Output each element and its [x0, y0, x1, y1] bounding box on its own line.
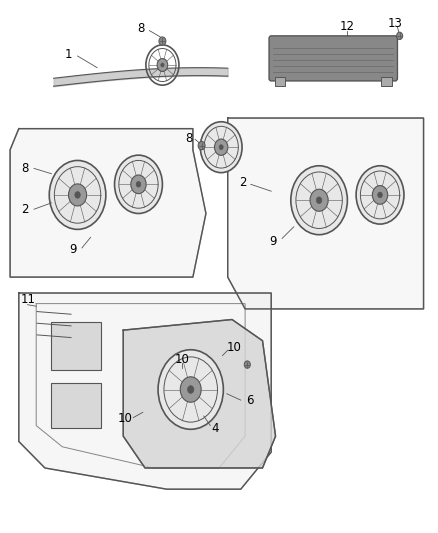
Text: 8: 8 [185, 132, 192, 144]
Circle shape [198, 141, 205, 150]
Circle shape [372, 185, 388, 204]
Circle shape [187, 386, 194, 393]
Text: 13: 13 [388, 17, 403, 30]
Circle shape [180, 377, 201, 402]
Circle shape [291, 166, 347, 235]
Text: 11: 11 [21, 293, 36, 306]
Text: 9: 9 [270, 235, 277, 247]
Circle shape [356, 166, 404, 224]
Bar [51, 383, 102, 428]
Circle shape [68, 184, 87, 206]
Bar [381, 77, 392, 86]
Text: 2: 2 [21, 203, 29, 216]
Text: 2: 2 [239, 176, 247, 189]
Polygon shape [123, 319, 276, 468]
Text: 4: 4 [212, 422, 219, 435]
Circle shape [310, 189, 328, 211]
Text: 8: 8 [21, 162, 29, 175]
Text: 9: 9 [70, 243, 77, 255]
Circle shape [378, 192, 382, 198]
Polygon shape [10, 128, 206, 277]
Circle shape [158, 350, 223, 429]
Text: 6: 6 [246, 393, 253, 407]
Circle shape [49, 160, 106, 229]
Bar [51, 322, 102, 370]
Polygon shape [228, 118, 424, 309]
Circle shape [316, 197, 322, 204]
Bar [275, 77, 285, 86]
Circle shape [200, 122, 242, 173]
Text: 10: 10 [118, 412, 133, 425]
Circle shape [131, 175, 146, 193]
FancyBboxPatch shape [269, 36, 397, 81]
Text: 10: 10 [227, 341, 242, 353]
Circle shape [244, 361, 251, 368]
Circle shape [115, 155, 162, 214]
Text: 10: 10 [175, 353, 190, 366]
Text: 12: 12 [340, 20, 355, 34]
Text: 8: 8 [137, 22, 145, 36]
Circle shape [161, 63, 164, 67]
Circle shape [215, 139, 228, 155]
Circle shape [75, 191, 80, 198]
Circle shape [219, 145, 223, 150]
Circle shape [159, 37, 166, 45]
Polygon shape [19, 293, 271, 489]
Text: 1: 1 [65, 48, 73, 61]
Circle shape [396, 32, 403, 39]
Circle shape [157, 59, 168, 71]
Circle shape [136, 182, 141, 187]
